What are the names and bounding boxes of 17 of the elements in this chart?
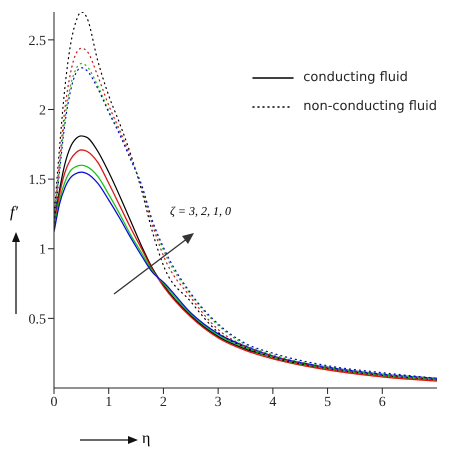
annotation: ζ = 3, 2, 1, 0 [170,204,231,219]
x-tick-label: 6 [378,394,386,410]
y-axis-title: f′ [10,204,18,222]
x-tick-label: 0 [50,394,58,410]
y-tick-label: 2 [39,103,46,118]
x-tick-label: 3 [214,394,222,410]
legend-label: non-conducting fluid [303,99,437,114]
y-tick-label: 1.5 [28,173,46,188]
x-tick-label: 1 [105,394,112,410]
y-tick-label: 1 [39,242,46,258]
y-tick-label: 0.5 [28,312,46,328]
x-axis-title: η [142,430,150,448]
x-tick-label: 5 [324,394,332,410]
y-tick-label: 2.5 [28,34,46,49]
x-tick-label: 2 [160,394,167,410]
legend-label: conducting fluid [303,70,408,85]
x-tick-label: 4 [269,394,276,410]
